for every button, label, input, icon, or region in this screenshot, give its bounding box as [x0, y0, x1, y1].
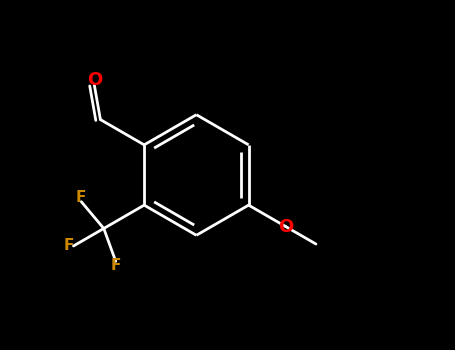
Text: O: O [278, 218, 293, 236]
Text: F: F [111, 258, 121, 273]
Text: F: F [76, 190, 86, 205]
Text: F: F [64, 238, 74, 253]
Text: O: O [87, 71, 102, 90]
